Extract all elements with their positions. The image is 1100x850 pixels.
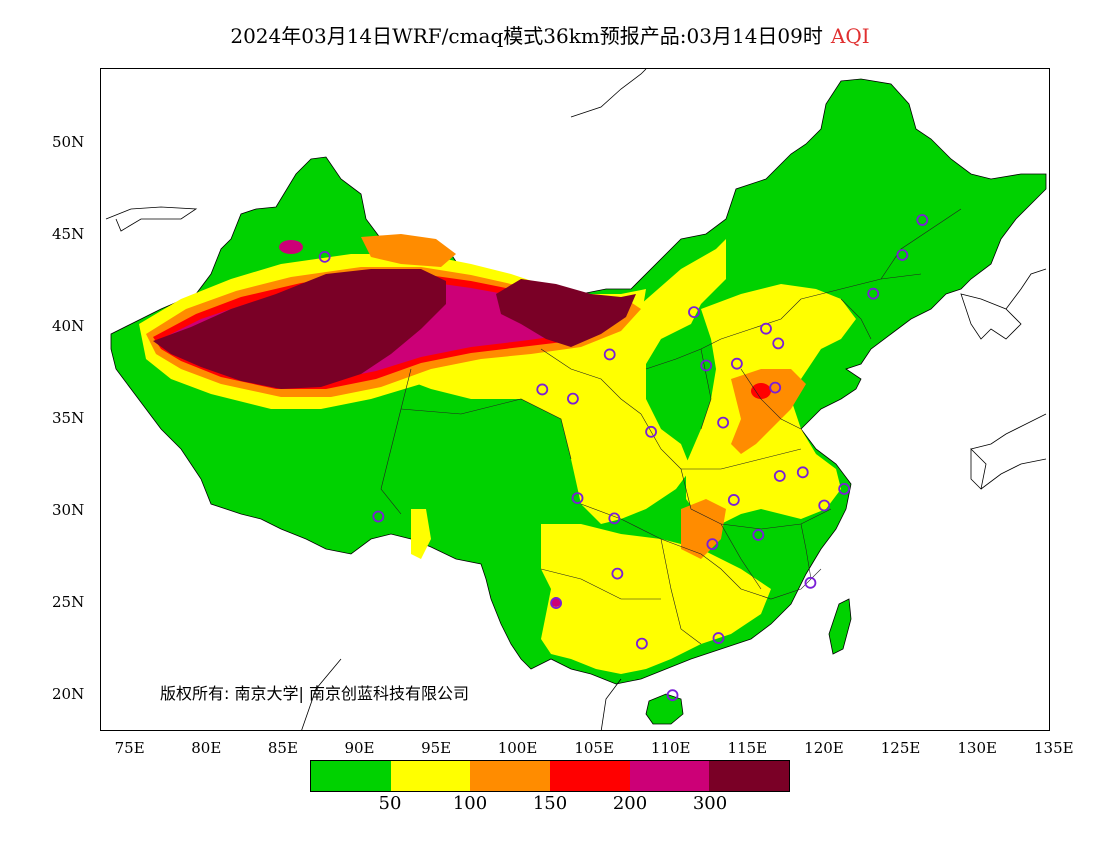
legend-threshold-label: 50: [378, 793, 402, 814]
map-title: 2024年03月14日WRF/cmaq模式36km预报产品:03月14日09时 A…: [0, 20, 1100, 49]
x-tick-label: 125E: [880, 739, 921, 757]
station-marker: [700, 359, 713, 372]
station-marker: [773, 470, 786, 482]
station-marker: [772, 337, 785, 350]
province-borders: [380, 208, 962, 645]
map-frame: [100, 68, 1050, 731]
legend-threshold-label: 200: [612, 793, 648, 814]
station-marker: [611, 567, 624, 580]
station-marker: [712, 632, 725, 644]
x-tick-label: 95E: [421, 739, 452, 757]
x-tick-label: 115E: [727, 739, 768, 757]
x-tick-label: 135E: [1034, 739, 1074, 757]
aqi-zone-hazardous-tarim: [153, 269, 446, 389]
legend-swatch: [550, 761, 630, 791]
legend-threshold-label: 300: [692, 793, 728, 814]
y-tick-label: 40N: [52, 316, 85, 335]
legend-swatch: [470, 761, 551, 791]
aqi-zone-hazardous-alashan: [496, 279, 636, 347]
y-tick-label: 45N: [52, 224, 85, 243]
station-marker: [727, 494, 740, 506]
station-marker: [571, 492, 584, 505]
station-marker: [603, 348, 616, 361]
aqi-zone-sensitive-dzungaria: [361, 234, 456, 267]
station-marker: [550, 597, 562, 609]
legend-swatch: [629, 761, 710, 791]
station-marker: [608, 512, 621, 525]
legend-threshold-label: 150: [532, 793, 568, 814]
station-marker: [769, 381, 782, 394]
station-marker: [688, 306, 700, 319]
station-marker: [838, 482, 851, 495]
x-tick-label: 110E: [650, 739, 691, 757]
x-tick-label: 85E: [267, 739, 298, 757]
aqi-zone-sensitive-north-china: [731, 369, 806, 454]
x-tick-label: 120E: [804, 739, 844, 757]
aqi-zone-very-unhealthy-dzungaria: [279, 240, 303, 254]
station-marker: [635, 637, 648, 650]
legend-threshold-label: 100: [452, 793, 488, 814]
station-marker: [536, 383, 549, 396]
y-tick-label: 50N: [52, 132, 85, 151]
legend-swatch: [709, 761, 790, 791]
y-tick-label: 25N: [52, 593, 85, 612]
taiwan-island: [828, 598, 852, 655]
title-main: 2024年03月14日WRF/cmaq模式36km预报产品:03月14日09时: [230, 24, 823, 48]
aqi-zone-sensitive-south: [681, 499, 726, 559]
legend-swatch: [390, 761, 471, 791]
station-marker: [867, 287, 880, 300]
station-marker: [804, 576, 817, 589]
station-marker: [752, 529, 765, 541]
x-tick-label: 130E: [957, 739, 997, 757]
station-marker: [706, 538, 719, 551]
x-tick-label: 75E: [114, 739, 145, 757]
title-product: AQI: [830, 24, 870, 48]
y-tick-label: 30N: [52, 501, 85, 519]
station-markers: [318, 214, 929, 702]
station-marker: [318, 250, 331, 263]
station-marker: [818, 499, 831, 512]
station-marker: [666, 689, 679, 702]
hainan-island: [645, 693, 684, 725]
copyright-notice: 版权所有: 南京大学| 南京创蓝科技有限公司: [160, 684, 469, 703]
x-tick-label: 100E: [497, 739, 538, 757]
neighbour-coastlines: [105, 69, 1047, 730]
aqi-map: [105, 69, 1047, 730]
y-tick-label: 20N: [52, 685, 85, 704]
station-marker: [796, 466, 809, 479]
aqi-legend: [310, 760, 790, 792]
station-marker: [730, 357, 743, 370]
station-marker: [717, 416, 729, 429]
station-marker: [645, 425, 657, 438]
x-tick-label: 90E: [344, 739, 375, 757]
station-marker: [372, 510, 385, 523]
aqi-zone-unhealthy-north-china: [751, 383, 771, 399]
station-marker: [760, 322, 772, 335]
station-marker: [567, 392, 579, 405]
legend-swatch: [311, 761, 391, 791]
aqi-zone-moderate-west: [411, 509, 431, 559]
x-tick-label: 105E: [574, 739, 614, 757]
y-tick-label: 35N: [52, 408, 85, 427]
station-marker: [916, 214, 929, 226]
station-marker: [896, 249, 909, 261]
x-tick-label: 80E: [191, 739, 222, 757]
